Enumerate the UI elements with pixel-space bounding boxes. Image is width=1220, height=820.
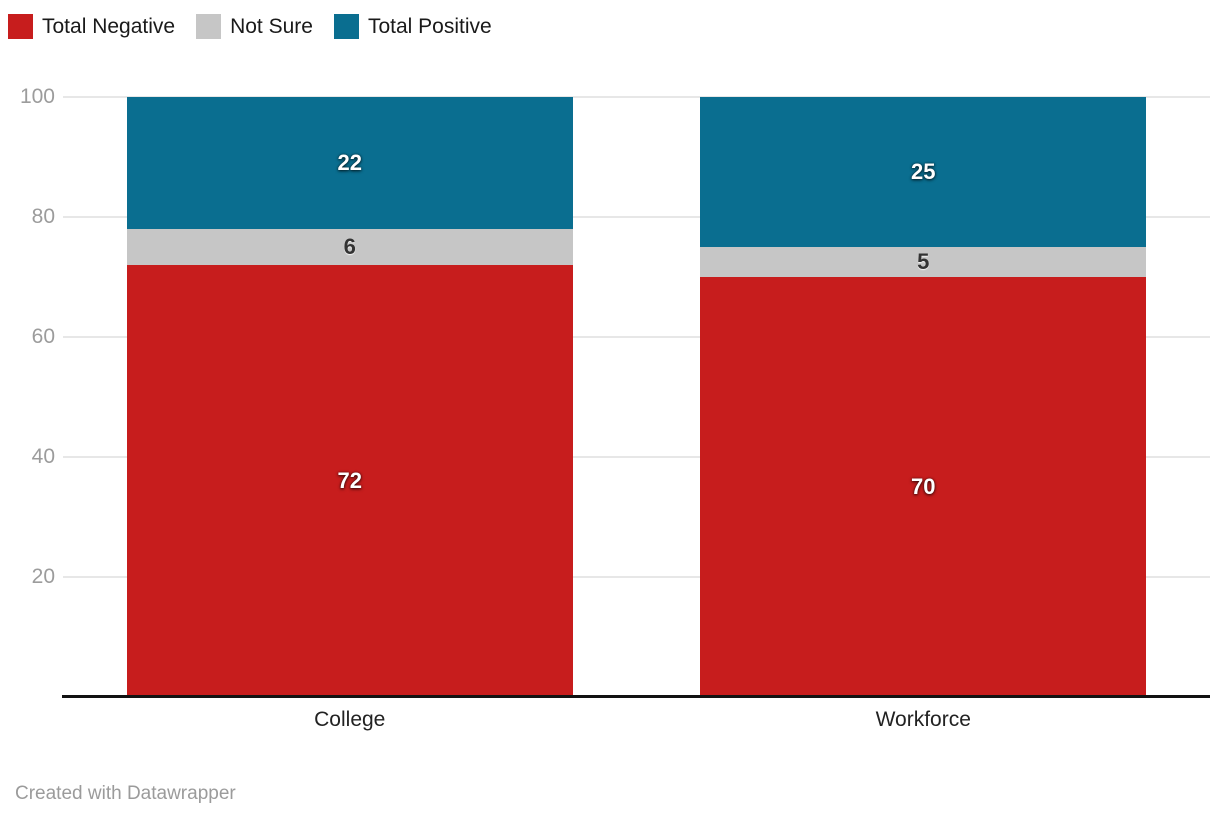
bar-segment-total-negative: 72: [126, 265, 573, 697]
y-axis-tick-label: 40: [31, 445, 55, 468]
plot-area: 72 6 22 70 5 25: [63, 96, 1210, 697]
y-axis-tick-label: 60: [31, 325, 55, 348]
legend-label: Total Positive: [367, 15, 492, 38]
value-label: 5: [917, 249, 930, 274]
category-label-college: College: [314, 708, 386, 731]
bar-segment-not-sure: 6: [126, 229, 573, 265]
red-swatch-icon: [8, 14, 33, 39]
gridline-80: [63, 216, 1210, 218]
y-axis-tick-label: 20: [31, 565, 55, 588]
category-label-workforce: Workforce: [875, 708, 971, 731]
gridline-60: [63, 336, 1210, 338]
value-label: 22: [337, 150, 362, 175]
gridline-100: [63, 96, 1210, 98]
gridline-20: [63, 576, 1210, 578]
teal-swatch-icon: [333, 14, 359, 39]
bar-column-college: 72 6 22: [126, 97, 573, 697]
gridline-40: [63, 456, 1210, 458]
value-label: 72: [337, 468, 362, 493]
bar-segment-total-negative: 70: [700, 277, 1147, 697]
legend-item-total-positive: Total Positive: [333, 14, 492, 39]
value-label: 25: [911, 159, 936, 184]
value-label: 6: [343, 234, 356, 259]
chart-legend: Total Negative Not Sure Total Positive: [8, 14, 492, 39]
footer-credit: Created with Datawrapper: [15, 783, 236, 804]
legend-item-not-sure: Not Sure: [196, 14, 313, 39]
gray-swatch-icon: [196, 14, 222, 39]
bar-segment-not-sure: 5: [700, 247, 1147, 277]
bar-segment-total-positive: 25: [700, 97, 1147, 247]
bar-segment-total-positive: 22: [126, 97, 573, 229]
legend-item-total-negative: Total Negative: [8, 14, 175, 39]
y-axis-tick-label: 100: [19, 85, 55, 108]
y-axis-tick-label: 80: [31, 205, 55, 228]
bar-column-workforce: 70 5 25: [700, 97, 1147, 697]
x-axis-baseline: [62, 695, 1210, 698]
value-label: 70: [911, 474, 936, 499]
legend-label: Not Sure: [230, 15, 313, 38]
legend-label: Total Negative: [42, 15, 176, 38]
